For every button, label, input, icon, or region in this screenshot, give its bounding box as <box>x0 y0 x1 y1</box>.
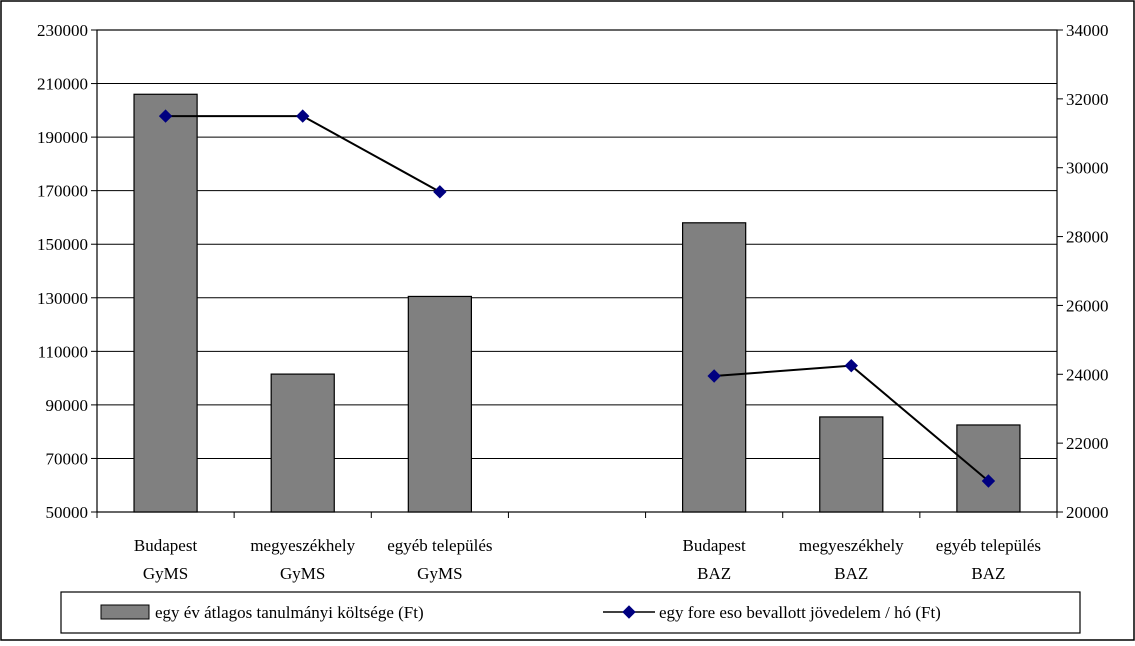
category-label: BAZ <box>834 564 868 583</box>
category-label: Budapest <box>683 536 747 555</box>
axes: 230000 210000 190000 170000 150000 130000 1100… <box>37 21 1109 583</box>
right-axis-tick-label: 28000 <box>1066 228 1109 247</box>
legend-box <box>60 591 1081 634</box>
category-label: megyeszékhely <box>799 536 904 555</box>
bar <box>956 424 1021 513</box>
left-axis-tick-label: 190000 <box>37 128 88 147</box>
category-label: egyéb település <box>936 536 1041 555</box>
bar <box>270 373 335 513</box>
left-axis-tick-label: 90000 <box>46 396 89 415</box>
right-axis-tick-label: 22000 <box>1066 434 1109 453</box>
line-point-marker <box>707 369 721 383</box>
left-axis-tick-label: 170000 <box>37 182 88 201</box>
line-point-marker <box>844 358 858 373</box>
line-point-marker <box>296 109 310 123</box>
line-point-marker <box>158 109 173 123</box>
category-label: megyeszékhely <box>250 536 355 555</box>
right-axis-tick-label: 20000 <box>1066 503 1109 522</box>
left-axis-tick-label: 230000 <box>37 21 88 40</box>
left-axis-tick-label: 130000 <box>37 289 88 308</box>
line-point-marker <box>981 474 996 488</box>
right-axis-tick-label: 32000 <box>1066 90 1109 109</box>
left-axis-tick-label: 210000 <box>37 75 88 94</box>
left-axis-tick-label: 150000 <box>37 235 88 254</box>
right-axis-tick-label: 30000 <box>1066 159 1109 178</box>
category-label: GyMS <box>143 564 188 583</box>
bar <box>819 416 884 513</box>
legend-bar-swatch <box>100 604 150 620</box>
category-label: Budapest <box>134 536 198 555</box>
line-series <box>158 109 996 488</box>
bar-series <box>133 93 1021 513</box>
category-label: BAZ <box>971 564 1005 583</box>
legend: egy év átlagos tanulmányi költsége (Ft) … <box>60 591 1081 634</box>
category-label: egyéb település <box>387 536 492 555</box>
left-axis-tick-label: 70000 <box>46 449 89 468</box>
legend-line-marker <box>622 605 636 619</box>
bar <box>407 295 473 513</box>
right-axis-tick-label: 26000 <box>1066 296 1109 315</box>
right-axis-tick-label: 34000 <box>1066 21 1109 40</box>
left-axis-tick-label: 50000 <box>46 503 89 522</box>
category-label: BAZ <box>697 564 731 583</box>
right-axis-tick-label: 24000 <box>1066 365 1109 384</box>
bar <box>681 222 747 513</box>
left-axis-tick-label: 110000 <box>38 342 88 361</box>
bar <box>133 93 198 513</box>
plot-area-frame <box>96 29 1058 513</box>
category-label: GyMS <box>280 564 325 583</box>
legend-line-label: egy fore eso bevallott jövedelem / hó (F… <box>659 603 941 622</box>
legend-bar-label: egy év átlagos tanulmányi költsége (Ft) <box>155 603 424 622</box>
category-label: GyMS <box>417 564 462 583</box>
line-point-marker <box>433 185 447 199</box>
